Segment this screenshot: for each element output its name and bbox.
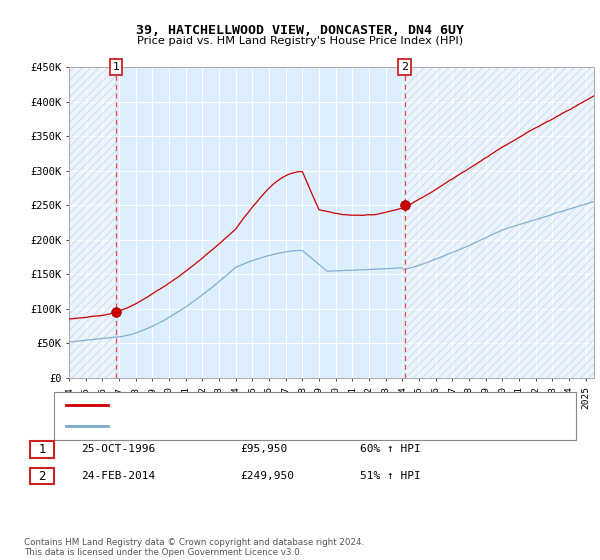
Bar: [69, 67, 116, 378]
Text: 25-OCT-1996: 25-OCT-1996: [81, 444, 155, 454]
Text: 51% ↑ HPI: 51% ↑ HPI: [360, 471, 421, 481]
Text: 39, HATCHELLWOOD VIEW, DONCASTER, DN4 6UY: 39, HATCHELLWOOD VIEW, DONCASTER, DN4 6U…: [136, 24, 464, 37]
Text: 60% ↑ HPI: 60% ↑ HPI: [360, 444, 421, 454]
Text: £95,950: £95,950: [240, 444, 287, 454]
Text: 24-FEB-2014: 24-FEB-2014: [81, 471, 155, 481]
Bar: [405, 67, 594, 378]
Text: HPI: Average price, detached house, Doncaster: HPI: Average price, detached house, Donc…: [114, 421, 349, 431]
Text: Contains HM Land Registry data © Crown copyright and database right 2024.
This d: Contains HM Land Registry data © Crown c…: [24, 538, 364, 557]
Text: 39, HATCHELLWOOD VIEW, DONCASTER, DN4 6UY (detached house): 39, HATCHELLWOOD VIEW, DONCASTER, DN4 6U…: [114, 400, 455, 410]
Text: 2: 2: [401, 62, 409, 72]
Text: Price paid vs. HM Land Registry's House Price Index (HPI): Price paid vs. HM Land Registry's House …: [137, 36, 463, 46]
Text: 1: 1: [113, 62, 119, 72]
Text: £249,950: £249,950: [240, 471, 294, 481]
Text: 1: 1: [38, 442, 46, 456]
Text: 2: 2: [38, 469, 46, 483]
